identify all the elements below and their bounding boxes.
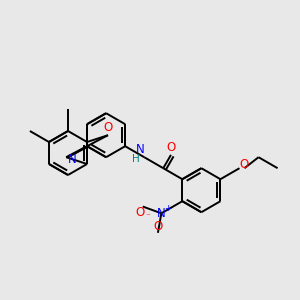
Text: N: N <box>68 153 76 166</box>
Text: N: N <box>157 207 166 220</box>
Text: O: O <box>240 158 249 171</box>
Text: H: H <box>132 154 140 164</box>
Text: O: O <box>103 121 112 134</box>
Text: O: O <box>153 220 163 233</box>
Text: O: O <box>135 206 144 219</box>
Text: +: + <box>164 204 171 213</box>
Text: ⁻: ⁻ <box>146 212 150 221</box>
Text: O: O <box>166 141 176 154</box>
Text: N: N <box>136 143 145 156</box>
